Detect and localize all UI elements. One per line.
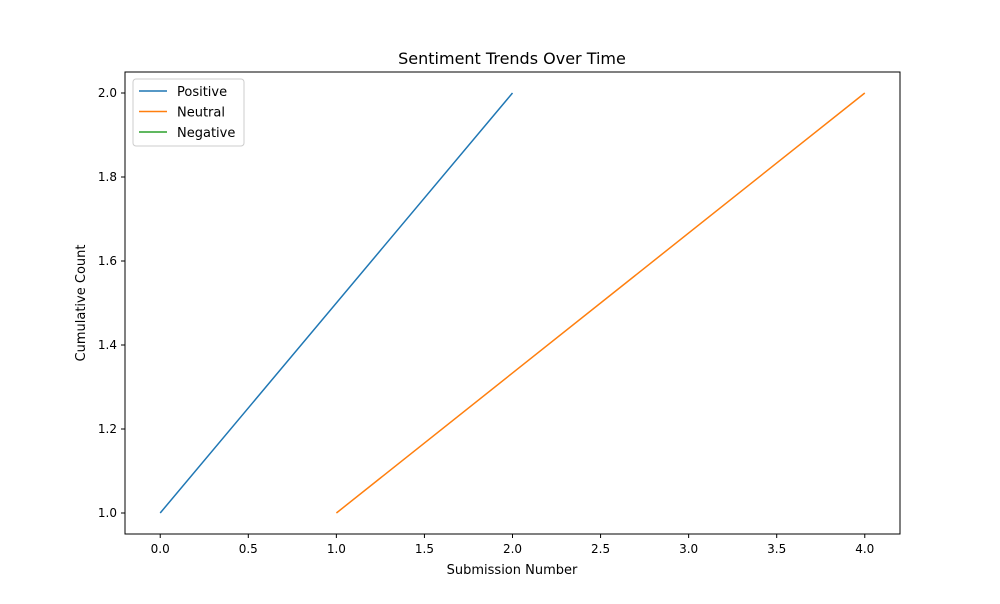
y-tick-label: 2.0 [98, 86, 117, 100]
x-tick-label: 3.5 [767, 542, 786, 556]
axes-frame [124, 71, 901, 535]
y-tick-label: 1.0 [98, 506, 117, 520]
y-tick-label: 1.6 [98, 254, 117, 268]
x-tick-label: 1.0 [327, 542, 346, 556]
x-tick-label: 0.5 [239, 542, 258, 556]
series-line-neutral [335, 92, 866, 514]
x-axis-label: Submission Number [447, 563, 578, 578]
x-tick-label: 2.5 [591, 542, 610, 556]
y-axis-label: Cumulative Count [74, 245, 89, 362]
legend-label-neutral: Neutral [177, 106, 225, 121]
series-line-positive [159, 92, 514, 514]
legend: Positive Neutral Negative [132, 78, 245, 147]
y-tick-label: 1.2 [98, 422, 117, 436]
plot-area [124, 71, 901, 535]
x-tick-label: 1.5 [415, 542, 434, 556]
legend-label-negative: Negative [177, 126, 235, 141]
x-tick-label: 0.0 [151, 542, 170, 556]
legend-frame [132, 78, 245, 147]
x-axis-ticks: 0.0 0.5 1.0 1.5 2.0 2.5 3.0 3.5 4.0 [151, 534, 874, 556]
x-tick-label: 3.0 [679, 542, 698, 556]
chart-title: Sentiment Trends Over Time [398, 49, 626, 68]
legend-label-positive: Positive [177, 85, 227, 100]
y-axis-ticks: 1.0 1.2 1.4 1.6 1.8 2.0 [98, 86, 125, 520]
x-tick-label: 2.0 [503, 542, 522, 556]
legend-items: Positive Neutral Negative [139, 85, 235, 141]
y-tick-label: 1.4 [98, 338, 117, 352]
series-layer [159, 92, 866, 514]
y-tick-label: 1.8 [98, 170, 117, 184]
x-tick-label: 4.0 [855, 542, 874, 556]
